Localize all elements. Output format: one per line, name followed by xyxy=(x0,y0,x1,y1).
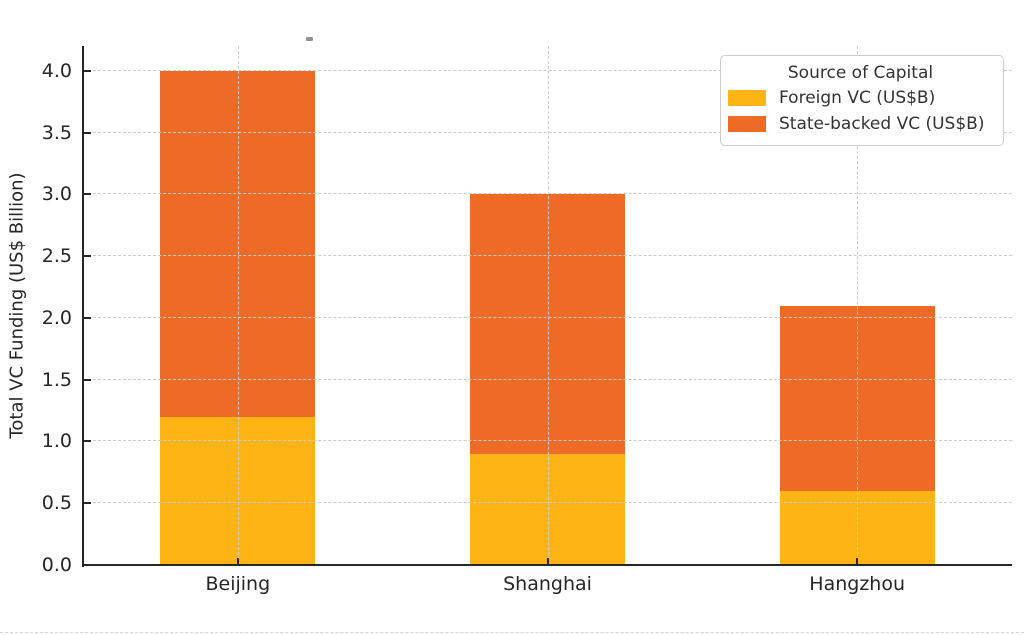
horizontal-gridline xyxy=(83,193,1012,195)
x-category-label: Hangzhou xyxy=(809,573,906,595)
horizontal-gridline xyxy=(83,440,1012,442)
legend-entry-label: Foreign VC (US$B) xyxy=(779,88,936,108)
y-tick-label: 1.5 xyxy=(41,368,72,391)
y-axis-label: Total VC Funding (US$ Billion) xyxy=(6,172,28,439)
y-tick-label: 4.0 xyxy=(41,59,72,82)
x-axis-line xyxy=(82,564,1012,566)
bar-segment-beijing xyxy=(160,70,316,417)
horizontal-gridline xyxy=(83,502,1012,504)
bar-segment-shanghai xyxy=(470,453,625,565)
horizontal-gridline xyxy=(83,255,1012,257)
y-tick-label: 0.5 xyxy=(41,492,72,515)
horizontal-gridline xyxy=(83,378,1012,380)
legend-title: Source of Capital xyxy=(787,63,934,83)
x-category-label: Beijing xyxy=(205,573,271,595)
y-tick-mark xyxy=(83,564,91,566)
legend-entry-label: State-backed VC (US$B) xyxy=(779,114,985,134)
y-tick-mark xyxy=(83,378,91,381)
horizontal-gridline xyxy=(83,69,1012,71)
y-tick-mark xyxy=(83,502,91,505)
legend-swatch-icon xyxy=(728,116,766,132)
bar-segment-shanghai xyxy=(470,194,625,454)
y-tick-label: 1.0 xyxy=(41,430,72,453)
y-tick-mark xyxy=(83,255,91,258)
truncated-title-artifact xyxy=(306,37,313,41)
bottom-gridline-artifact xyxy=(0,632,1024,633)
vertical-gridline xyxy=(857,46,859,565)
y-tick-label: 3.5 xyxy=(41,121,72,144)
legend-swatch-icon xyxy=(728,90,766,106)
legend-row: State-backed VC (US$B) xyxy=(728,111,993,137)
legend-rows: Foreign VC (US$B) State-backed VC (US$B) xyxy=(728,85,993,137)
y-tick-label: 3.0 xyxy=(41,183,72,206)
x-tick-mark xyxy=(856,558,859,565)
y-tick-label: 0.0 xyxy=(41,554,72,576)
horizontal-gridline xyxy=(83,131,1012,133)
horizontal-gridline xyxy=(83,316,1012,318)
x-category-label: Shanghai xyxy=(503,573,592,595)
legend-row: Foreign VC (US$B) xyxy=(728,85,993,111)
legend: Source of Capital Foreign VC (US$B) State… xyxy=(720,55,1004,146)
y-tick-label: 2.5 xyxy=(41,245,72,268)
y-tick-mark xyxy=(83,440,91,443)
x-tick-mark xyxy=(236,558,239,565)
y-tick-mark xyxy=(83,69,91,72)
vertical-gridline xyxy=(547,46,549,565)
plot-area xyxy=(83,46,1012,565)
x-tick-mark xyxy=(546,558,549,565)
y-tick-label: 2.0 xyxy=(41,306,72,329)
y-axis-line xyxy=(82,46,84,567)
y-tick-mark xyxy=(83,193,91,196)
y-tick-mark xyxy=(83,131,91,134)
y-tick-mark xyxy=(83,316,91,319)
vertical-gridline xyxy=(237,46,239,565)
